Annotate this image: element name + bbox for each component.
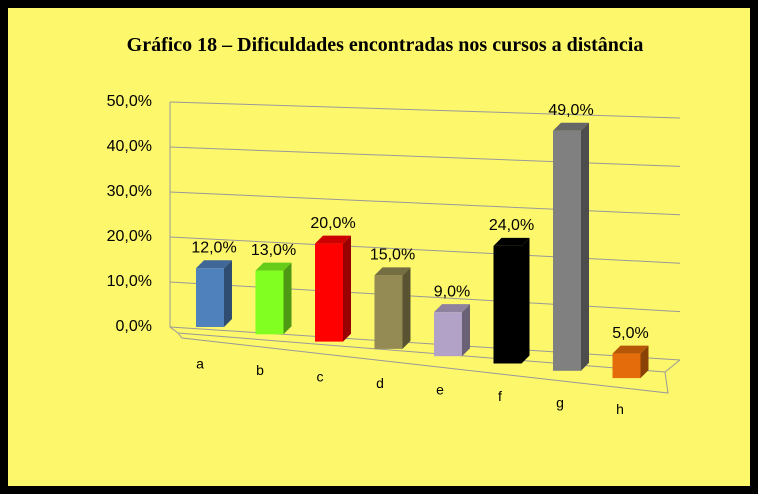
bar: [255, 270, 284, 335]
y-tick-label: 10,0%: [107, 273, 152, 290]
bar-side: [402, 267, 411, 349]
x-tick-label: f: [498, 388, 502, 404]
bar-top: [493, 237, 530, 246]
bar: [493, 245, 522, 364]
bar: [434, 312, 462, 357]
chart-title: Gráfico 18 – Dificuldades encontradas no…: [126, 34, 644, 56]
bar: [553, 130, 581, 371]
bar-top: [434, 304, 470, 313]
y-tick-label: 20,0%: [107, 228, 152, 245]
bar-top: [374, 267, 411, 276]
bar-side: [343, 235, 351, 342]
y-tick-label: 0,0%: [116, 318, 152, 335]
grid-line: [169, 101, 681, 119]
value-label: 24,0%: [489, 217, 534, 234]
bar-side: [640, 345, 649, 379]
value-label: 13,0%: [251, 242, 296, 259]
y-tick-label: 30,0%: [107, 183, 152, 200]
x-tick-label: c: [317, 369, 324, 385]
bar-side: [581, 122, 589, 371]
bar-side: [462, 304, 470, 357]
x-tick-label: g: [556, 395, 564, 411]
value-label: 20,0%: [310, 215, 355, 232]
bar-top: [553, 122, 589, 131]
floor-edge: [177, 332, 669, 394]
bar: [374, 275, 403, 349]
x-tick-label: h: [616, 401, 624, 417]
bar-side: [521, 237, 530, 364]
x-tick-label: a: [196, 356, 204, 372]
bar: [196, 268, 224, 327]
bar: [612, 353, 641, 379]
x-tick-label: d: [376, 375, 384, 391]
y-tick-label: 40,0%: [107, 138, 152, 155]
x-tick-label: e: [436, 382, 444, 398]
value-label: 49,0%: [548, 102, 593, 119]
value-label: 12,0%: [191, 239, 236, 256]
bar-top: [315, 235, 351, 244]
value-label: 15,0%: [370, 247, 415, 264]
bar-side: [224, 260, 232, 327]
y-tick-label: 50,0%: [107, 93, 152, 110]
grid-line: [169, 146, 681, 167]
bar-top: [612, 345, 649, 354]
grid-line: [169, 236, 681, 264]
bar: [315, 243, 343, 342]
grid-line: [169, 326, 681, 361]
value-label: 5,0%: [612, 325, 648, 342]
grid-line: [169, 281, 681, 313]
bar-top: [196, 260, 232, 269]
grid-line: [169, 191, 681, 216]
x-tick-label: b: [256, 362, 264, 378]
bar-side: [283, 262, 292, 335]
value-label: 9,0%: [434, 283, 470, 300]
bar-top: [255, 262, 292, 271]
